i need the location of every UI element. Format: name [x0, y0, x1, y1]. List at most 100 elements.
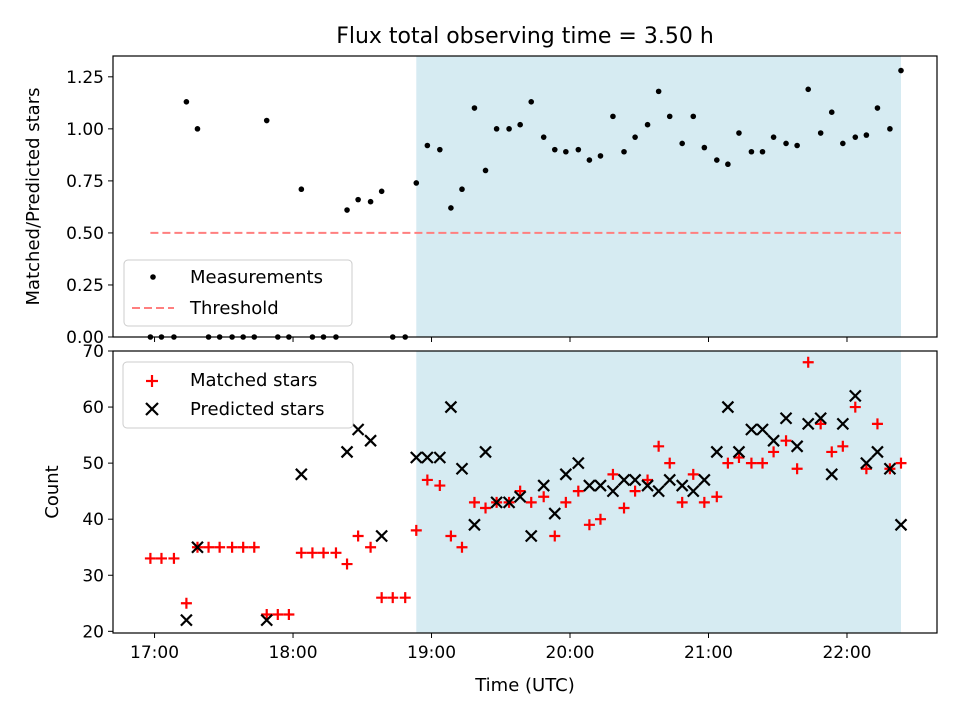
- predicted-star-point: [468, 518, 481, 532]
- matched-star-point: [849, 401, 861, 413]
- predicted-star-point: [455, 462, 469, 476]
- measurement-point: [770, 134, 777, 140]
- predicted-star-point: [883, 462, 897, 476]
- predicted-star-point: [849, 389, 862, 403]
- predicted-star-point: [444, 400, 458, 414]
- measurement-point: [424, 142, 431, 149]
- measurement-point: [471, 105, 478, 111]
- measurement-point: [367, 198, 374, 205]
- legend-threshold-label: Threshold: [189, 298, 279, 319]
- x-tick-label: 17:00: [130, 643, 179, 663]
- count-legend: Matched stars Predicted stars: [122, 361, 354, 429]
- matched-star-point: [768, 446, 780, 458]
- ratio-y-axis-label: Matched/Predicted stars: [23, 88, 44, 306]
- count-y-axis-label: Count: [42, 465, 63, 518]
- ratio-legend-box: [123, 259, 353, 327]
- measurement-point: [610, 113, 616, 120]
- predicted-star-point: [490, 496, 503, 509]
- predicted-star-point: [606, 484, 620, 498]
- matched-star-point: [203, 541, 215, 553]
- predicted-star-point: [767, 434, 780, 447]
- measurement-point: [621, 148, 627, 155]
- predicted-star-point: [686, 484, 700, 498]
- predicted-star-point: [652, 484, 665, 498]
- measurement-point: [540, 134, 547, 140]
- measurement-point: [828, 109, 835, 115]
- matched-star-point: [676, 496, 688, 508]
- measurement-point: [482, 167, 489, 174]
- predicted-star-point: [675, 479, 689, 492]
- matched-star-point: [618, 502, 630, 514]
- predicted-star-point: [698, 473, 711, 487]
- y-tick-label: 50: [82, 454, 104, 474]
- predicted-star-point: [710, 445, 724, 459]
- measurement-point: [644, 121, 651, 128]
- matched-star-point: [757, 457, 769, 469]
- predicted-star-point: [340, 445, 354, 459]
- measurement-point: [898, 67, 904, 74]
- measurement-point: [759, 148, 766, 155]
- predicted-star-point: [421, 451, 434, 464]
- predicted-star-point: [721, 400, 735, 414]
- y-tick-label: 70: [82, 342, 104, 362]
- predicted-star-point: [433, 451, 447, 464]
- matched-star-point: [456, 541, 468, 553]
- matched-star-point: [272, 608, 284, 620]
- matched-star-point: [226, 541, 238, 553]
- matched-star-point: [711, 491, 723, 503]
- matched-star-point: [802, 356, 814, 368]
- matched-star-point: [180, 597, 192, 609]
- predicted-star-point: [180, 613, 193, 627]
- predicted-star-point: [628, 473, 642, 487]
- predicted-star-point: [295, 468, 308, 481]
- x-tick-label: 21:00: [684, 643, 733, 663]
- legend-measurements-marker: [150, 274, 156, 280]
- matched-star-point: [687, 468, 699, 480]
- matched-star-point: [826, 446, 838, 458]
- legend-matched-label: Matched stars: [190, 370, 317, 391]
- measurement-point: [840, 140, 846, 147]
- predicted-star-point: [779, 411, 793, 425]
- measurement-point: [690, 113, 697, 120]
- measurement-point: [783, 140, 789, 147]
- matched-star-point: [698, 496, 710, 508]
- matched-star-point: [583, 519, 595, 531]
- count-panel: 20 30 40 50 60 70 17:00 18:00 19:00 20:00 21:00 22…: [42, 342, 938, 696]
- measurement-point: [701, 144, 708, 151]
- matched-star-point: [376, 592, 388, 604]
- measurement-point: [736, 130, 742, 136]
- matched-star-point: [410, 524, 422, 536]
- matched-star-point: [248, 541, 260, 553]
- measurement-point: [874, 105, 881, 111]
- predicted-star-point: [594, 479, 607, 492]
- predicted-star-point: [559, 468, 573, 481]
- y-tick-label: 60: [82, 398, 104, 418]
- predicted-star-point: [756, 423, 769, 436]
- predicted-star-point: [663, 473, 676, 487]
- measurement-point: [863, 132, 870, 138]
- matched-star-point: [538, 491, 550, 503]
- measurement-point: [528, 98, 535, 105]
- matched-star-point: [895, 457, 907, 469]
- matched-star-point: [155, 552, 167, 564]
- measurement-point: [666, 113, 673, 120]
- predicted-star-point: [513, 490, 527, 504]
- predicted-star-point: [260, 613, 273, 627]
- matched-star-point: [387, 592, 399, 604]
- y-tick-label: 0.25: [66, 276, 104, 296]
- ratio-panel: 0.00 0.25 0.50 0.75 1.00 1.25 Matched/Predict…: [23, 55, 938, 348]
- matched-star-point: [330, 547, 342, 559]
- predicted-star-point: [836, 417, 850, 431]
- matched-star-point: [525, 496, 537, 508]
- predicted-star-point: [583, 479, 596, 492]
- matched-stars-series: [144, 356, 907, 620]
- matched-star-point: [560, 496, 572, 508]
- matched-star-point: [261, 608, 273, 620]
- matched-star-point: [237, 541, 249, 553]
- matched-star-point: [168, 552, 180, 564]
- measurement-point: [344, 207, 350, 213]
- predicted-star-point: [364, 434, 377, 447]
- matched-star-point: [480, 502, 492, 514]
- predicted-stars-series: [180, 389, 908, 627]
- y-tick-label: 30: [82, 566, 104, 586]
